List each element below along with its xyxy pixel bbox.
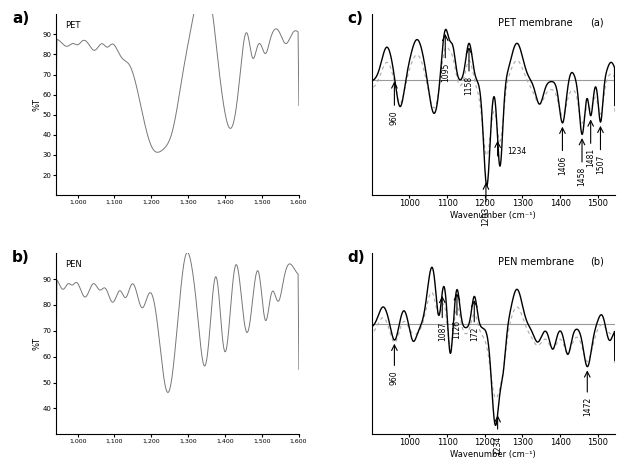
Text: 1406: 1406	[558, 155, 567, 175]
Text: 1234: 1234	[507, 147, 527, 156]
X-axis label: Wavenumber (cm⁻¹): Wavenumber (cm⁻¹)	[450, 211, 536, 220]
Text: 172: 172	[469, 326, 479, 341]
Text: 1158: 1158	[465, 76, 473, 95]
Text: 1234: 1234	[493, 435, 502, 455]
Text: d): d)	[348, 250, 365, 264]
X-axis label: Wavenumber (cm⁻¹): Wavenumber (cm⁻¹)	[450, 450, 536, 459]
Text: 1481: 1481	[586, 148, 595, 167]
Text: (b): (b)	[591, 257, 604, 267]
Text: PET: PET	[66, 21, 81, 30]
Text: 960: 960	[390, 370, 399, 385]
Text: b): b)	[12, 250, 30, 264]
Text: (a): (a)	[591, 18, 604, 28]
Text: 1203: 1203	[481, 206, 491, 226]
Text: 1458: 1458	[578, 167, 586, 186]
Text: a): a)	[12, 10, 29, 25]
Text: PEN: PEN	[66, 261, 83, 270]
Text: 1507: 1507	[596, 154, 605, 174]
Text: 1126: 1126	[453, 320, 461, 339]
Text: 1087: 1087	[438, 322, 446, 341]
Y-axis label: %T: %T	[32, 98, 42, 111]
Y-axis label: %T: %T	[32, 337, 42, 350]
Text: 960: 960	[390, 110, 399, 125]
Text: 1472: 1472	[582, 396, 592, 416]
Text: c): c)	[348, 10, 363, 25]
Text: 1095: 1095	[441, 62, 450, 82]
Text: PEN membrane: PEN membrane	[498, 257, 574, 267]
Text: PET membrane: PET membrane	[498, 18, 573, 28]
